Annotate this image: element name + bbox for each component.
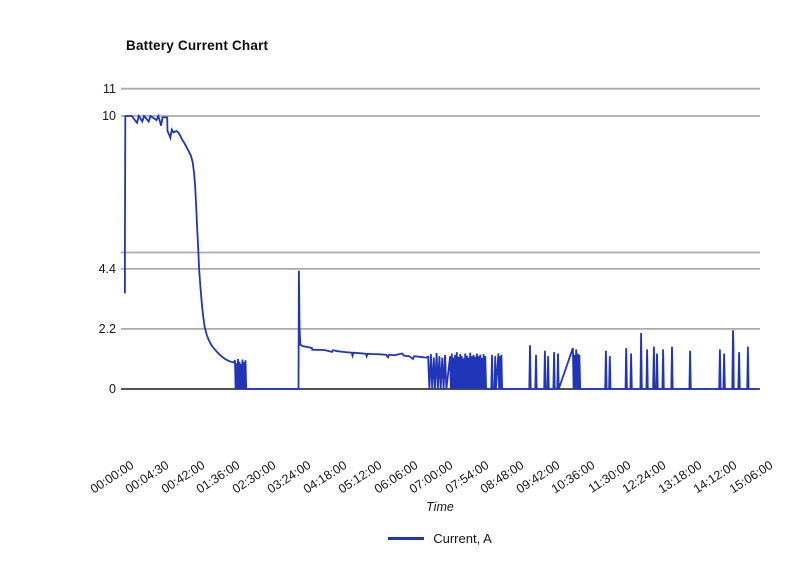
y-tick-label: 0 [109, 382, 116, 396]
gridlines [121, 87, 760, 330]
y-tick-label: 10 [102, 109, 116, 123]
y-tick-label: 2.2 [98, 322, 116, 336]
current-series-line [124, 113, 758, 390]
y-tick-label: 11 [103, 82, 116, 96]
legend: Current, A [240, 528, 640, 548]
legend-line-swatch [388, 536, 425, 540]
legend-item-current[interactable]: Current, A [388, 531, 492, 546]
chart-title: Battery Current Chart [126, 38, 269, 53]
legend-label: Current, A [433, 530, 492, 546]
x-axis-title: Time [426, 500, 454, 514]
y-tick-label: 4.4 [98, 262, 116, 276]
